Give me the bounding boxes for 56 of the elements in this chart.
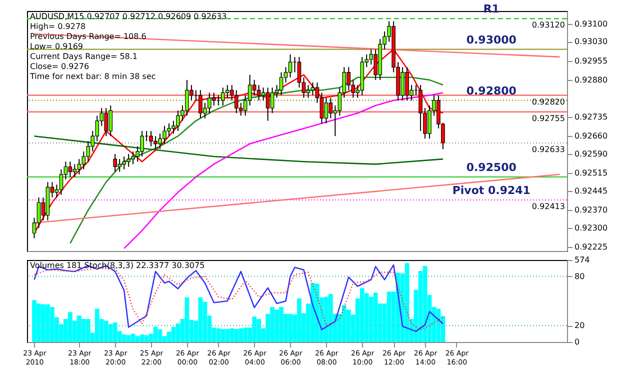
bar (198, 297, 203, 342)
y-tick-label: 0.92880 (574, 75, 608, 84)
y-tick-label: 0.93100 (574, 19, 608, 28)
y-tick-label: 0 (574, 338, 580, 346)
y-tick-label: 0.92225 (574, 242, 608, 252)
bar (144, 335, 149, 342)
bar (386, 292, 392, 342)
bar (130, 334, 136, 342)
bar (153, 326, 158, 342)
annotation: 0.92413 (532, 202, 565, 211)
line-series (34, 135, 444, 165)
annotation: Current Days Range= 58.1 (30, 52, 138, 61)
y-tick-label: 0.92370 (574, 206, 608, 215)
bar (171, 326, 176, 342)
y2-tick-label: 574 (574, 256, 590, 264)
annotation: Close= 0.9276 (30, 62, 90, 71)
y-tick-label: 0.92660 (574, 132, 608, 141)
annotation: Time for next bar: 8 min 38 sec (29, 72, 156, 81)
annotation: Volumes 181 Stoch(8,3,3) 22.3377 30.3075 (30, 261, 205, 270)
candlestick (288, 54, 292, 78)
y-tick-label: 20 (574, 321, 585, 330)
candlestick (328, 97, 333, 119)
bar (158, 329, 162, 342)
ref-line-label: 0.93000 (466, 33, 517, 46)
candlestick (270, 87, 274, 114)
annotation: 0.92633 (532, 145, 565, 154)
bar (122, 334, 126, 342)
y-tick-label: 0.93030 (574, 37, 608, 46)
bar (140, 334, 144, 342)
bar (202, 302, 208, 342)
candlestick (324, 97, 328, 124)
annotation: High= 0.9278 (30, 22, 86, 31)
ref-line-label: 0.92800 (466, 84, 517, 98)
annotation: Low= 0.9169 (30, 42, 83, 51)
candlestick (266, 87, 270, 122)
y-tick-label: 0.92955 (574, 56, 608, 66)
line-series (123, 92, 444, 250)
annotation: 0.92820 (532, 97, 565, 106)
candlestick (59, 168, 64, 196)
annotation: 0.93120 (532, 20, 565, 30)
candlestick (72, 164, 77, 178)
ref-line-label: 0.92500 (466, 160, 517, 174)
annotation: 0.92755 (532, 114, 565, 123)
y-tick-label: 0.92735 (574, 112, 608, 122)
ref-line-label: Pivot 0.9241 (452, 184, 530, 197)
y-tick-label: 0.92445 (574, 186, 608, 196)
y-tick-label: 0.92515 (574, 168, 608, 178)
y-tick-label: 0.92590 (574, 149, 608, 158)
y-tick-label: 80 (574, 272, 585, 281)
y-tick-label: 0.92300 (574, 224, 608, 233)
bar (126, 335, 131, 342)
candlestick (68, 161, 72, 178)
candlestick (256, 84, 261, 101)
candlestick (279, 72, 284, 96)
bar (135, 336, 140, 342)
bar (184, 297, 190, 342)
